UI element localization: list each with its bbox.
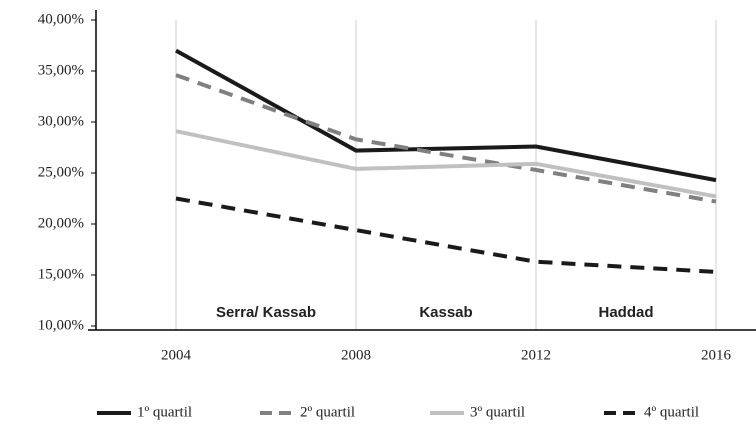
legend-label: 2º quartil: [300, 404, 355, 420]
y-tick-label: 25,00%: [38, 164, 84, 180]
x-tick-label: 2004: [161, 347, 192, 363]
y-tick-label: 15,00%: [38, 266, 84, 282]
series-line: [175, 48, 717, 183]
annotation: Serra/ Kassab: [216, 304, 316, 321]
annotation: Kassab: [419, 304, 472, 321]
x-tick-label: 2008: [341, 347, 371, 363]
legend-label: 3º quartil: [470, 404, 525, 420]
legend-label: 1º quartil: [137, 404, 192, 420]
x-tick-label: 2016: [701, 347, 732, 363]
series-line: [175, 73, 717, 204]
series-line: [175, 196, 717, 274]
legend-label: 4º quartil: [644, 404, 699, 420]
y-tick-label: 20,00%: [38, 215, 84, 231]
x-tick-label: 2012: [521, 347, 551, 363]
annotation: Haddad: [598, 304, 653, 321]
y-tick-label: 35,00%: [38, 62, 84, 78]
y-tick-label: 30,00%: [38, 113, 84, 129]
series-line: [175, 129, 717, 199]
y-tick-label: 40,00%: [38, 11, 84, 27]
y-tick-label: 10,00%: [38, 317, 84, 333]
